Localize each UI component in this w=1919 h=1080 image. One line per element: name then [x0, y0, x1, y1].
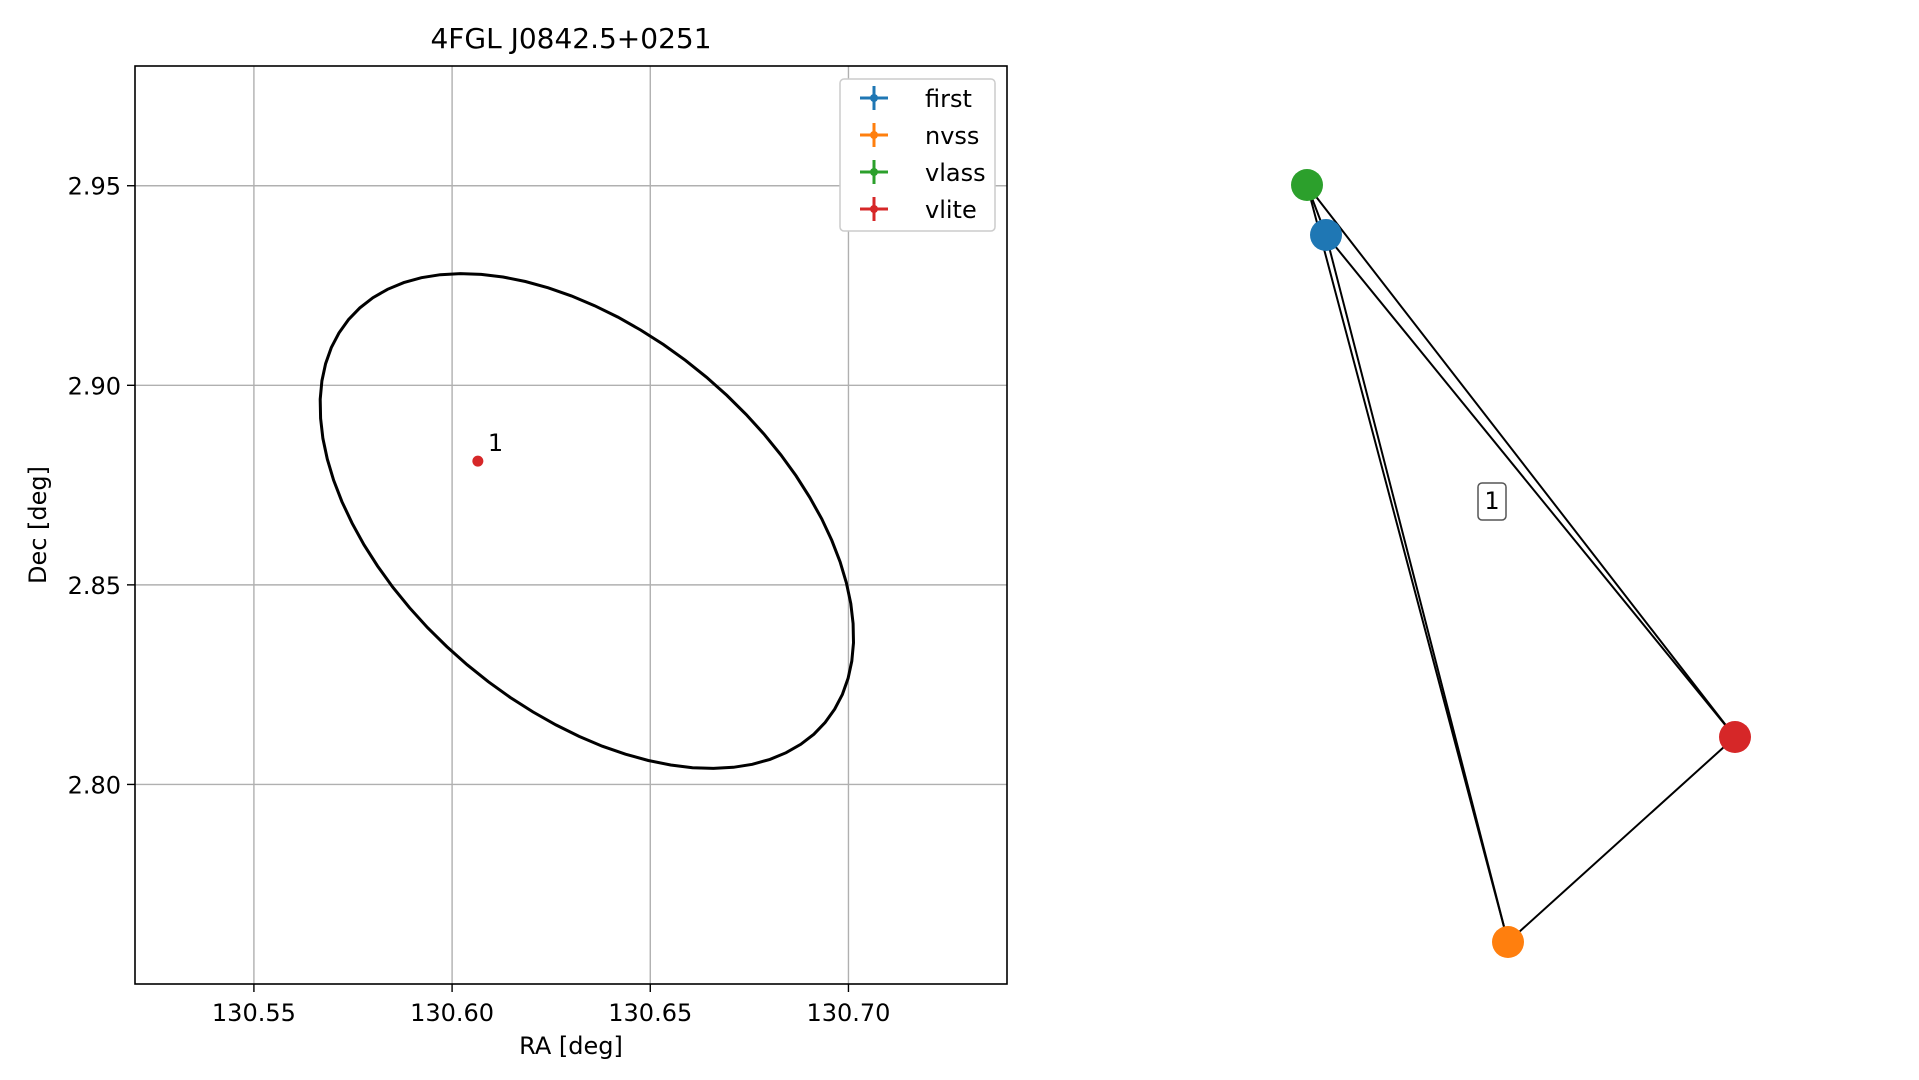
network-edges [1306, 184, 1736, 943]
x-tick-label: 130.65 [608, 999, 692, 1027]
network-panel: 1 [1291, 169, 1751, 958]
data-points: 1 [472, 429, 503, 467]
y-ticks: 2.80 2.85 2.90 2.95 [68, 173, 135, 799]
legend-entry-vlite: vlite [860, 196, 977, 224]
chart-title: 4FGL J0842.5+0251 [430, 22, 711, 55]
y-tick-label: 2.90 [68, 372, 121, 400]
plot-clip-group: 1 [318, 272, 856, 770]
data-point-vlite [472, 455, 484, 467]
network-edge-vlite-nvss [1507, 736, 1736, 943]
x-axis-label: RA [deg] [519, 1032, 623, 1060]
network-node-first [1310, 219, 1342, 251]
legend-entry-nvss: nvss [860, 122, 979, 150]
legend-box [839, 78, 996, 232]
legend-label: vlass [925, 159, 986, 187]
network-node-vlass [1291, 169, 1323, 201]
y-tick-label: 2.80 [68, 771, 121, 799]
x-tick-label: 130.60 [410, 999, 494, 1027]
legend-marker-dot [870, 131, 878, 139]
x-tick-label: 130.55 [212, 999, 296, 1027]
network-edge-first-vlite [1325, 234, 1736, 738]
y-tick-label: 2.95 [68, 173, 121, 201]
legend-label: first [925, 85, 972, 113]
legend-entry-first: first [860, 85, 972, 113]
legend-marker-dot [870, 94, 878, 102]
legend-label: vlite [925, 196, 977, 224]
legend-entry-vlass: vlass [860, 159, 986, 187]
network-node-nvss [1492, 926, 1524, 958]
legend: first nvss vlass vlite [839, 78, 996, 232]
network-edge-first-nvss [1325, 234, 1509, 943]
data-point-label: 1 [488, 429, 503, 457]
network-nodes [1291, 169, 1751, 958]
axes-frame [134, 65, 1008, 985]
y-tick-label: 2.85 [68, 572, 121, 600]
network-node-vlite [1719, 721, 1751, 753]
x-tick-label: 130.70 [806, 999, 890, 1027]
legend-label: nvss [925, 122, 979, 150]
network-edge-vlass-vlite [1306, 184, 1736, 738]
network-annotation-box [1477, 482, 1507, 521]
confidence-ellipse [318, 272, 856, 770]
x-ticks: 130.55 130.60 130.65 130.70 [212, 984, 890, 1027]
network-annotation-label: 1 [1484, 487, 1499, 515]
legend-marker-dot [870, 205, 878, 213]
legend-entries: first nvss vlass vlite [860, 85, 986, 224]
scatter-panel: 4FGL J0842.5+0251 1 130.55 130.60 130.65 13… [24, 22, 1008, 1060]
legend-marker-dot [870, 168, 878, 176]
y-axis-label: Dec [deg] [24, 466, 52, 584]
